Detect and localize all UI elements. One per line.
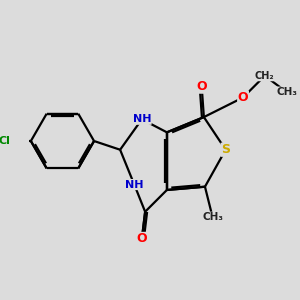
Text: Cl: Cl — [0, 136, 10, 146]
Text: O: O — [136, 232, 147, 245]
Text: O: O — [238, 91, 248, 104]
Text: CH₂: CH₂ — [255, 71, 274, 81]
Text: CH₃: CH₃ — [276, 87, 297, 97]
Text: NH: NH — [125, 179, 143, 190]
Text: NH: NH — [133, 114, 151, 124]
Text: CH₃: CH₃ — [202, 212, 223, 222]
Text: O: O — [196, 80, 207, 93]
Text: S: S — [221, 143, 230, 156]
